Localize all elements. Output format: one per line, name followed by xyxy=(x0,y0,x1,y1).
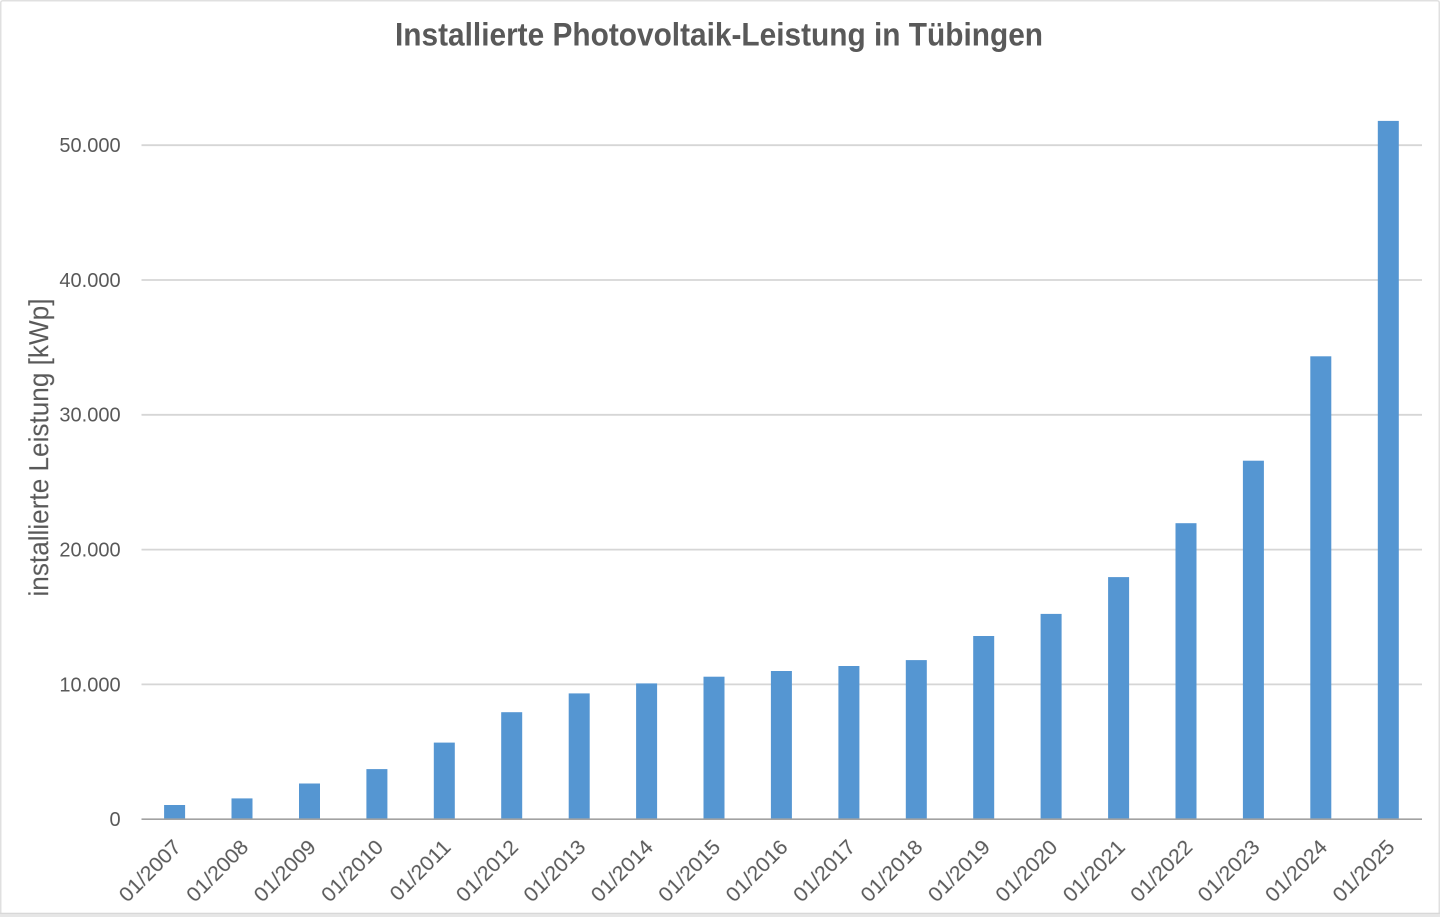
svg-text:40.000: 40.000 xyxy=(59,270,120,292)
svg-text:30.000: 30.000 xyxy=(59,405,120,427)
svg-text:50.000: 50.000 xyxy=(59,135,120,157)
svg-text:20.000: 20.000 xyxy=(59,540,120,562)
svg-text:installierte Leistung [kWp]: installierte Leistung [kWp] xyxy=(23,299,54,597)
svg-text:0: 0 xyxy=(109,809,120,831)
svg-text:Installierte Photovoltaik-Leis: Installierte Photovoltaik-Leistung in Tü… xyxy=(395,17,1043,53)
svg-text:10.000: 10.000 xyxy=(59,674,120,696)
